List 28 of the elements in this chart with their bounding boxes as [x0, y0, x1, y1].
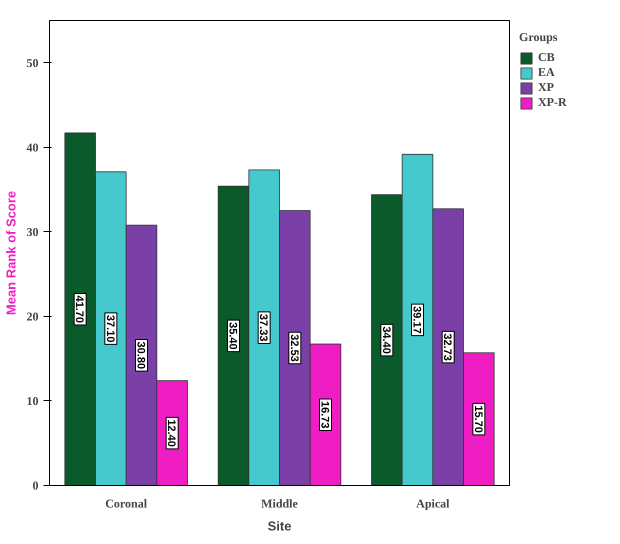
data-label: 32.53 [288, 334, 300, 362]
x-axis-title: Site [268, 518, 292, 534]
y-tick-label: 40 [26, 140, 38, 154]
data-label: 12.40 [165, 419, 178, 447]
y-tick-label: 50 [26, 56, 38, 70]
y-axis-title: Mean Rank of Score [4, 190, 18, 316]
data-label: 32.73 [441, 333, 454, 361]
data-label: 41.70 [73, 295, 86, 323]
x-tick-label: Middle [261, 496, 299, 510]
data-label: 34.40 [380, 326, 392, 354]
legend-label: CB [538, 50, 556, 65]
y-tick-label: 30 [26, 224, 38, 239]
data-label: 39.17 [410, 306, 422, 334]
x-tick-label: Coronal [105, 496, 148, 510]
data-label: 37.33 [257, 314, 270, 342]
data-label: 35.40 [226, 322, 238, 350]
data-label: 16.73 [318, 401, 330, 429]
data-label: 30.80 [134, 342, 146, 370]
legend-label: EA [538, 65, 556, 80]
data-label: 15.70 [472, 405, 484, 433]
data-label: 37.10 [104, 314, 116, 342]
x-tick-label: Apical [416, 496, 450, 510]
y-tick-label: 0 [32, 478, 38, 492]
legend-title: Groups [519, 30, 558, 45]
y-tick-label: 20 [26, 309, 38, 324]
legend-label: XP-R [538, 95, 567, 110]
legend-label: XP [538, 80, 555, 95]
y-tick-label: 10 [26, 394, 38, 408]
